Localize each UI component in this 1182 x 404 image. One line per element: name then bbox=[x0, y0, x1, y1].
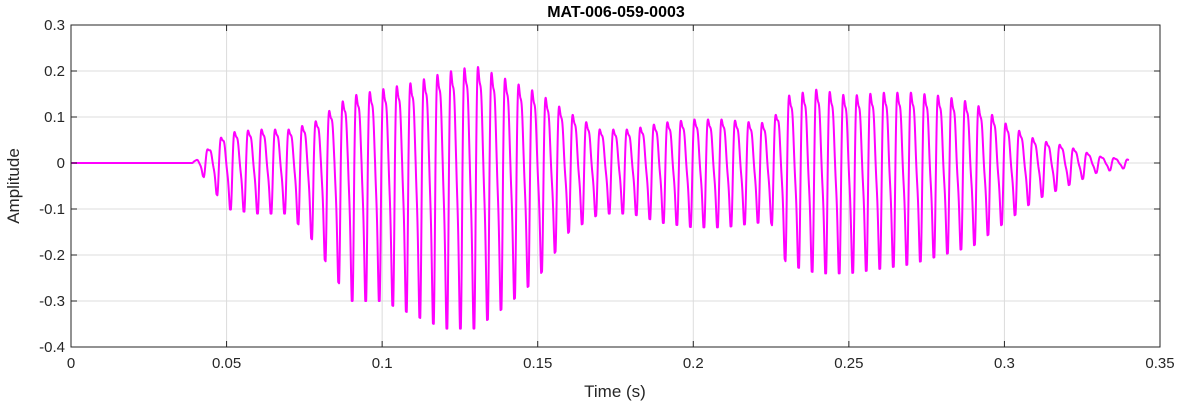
x-axis-ticks: 0 0.05 0.1 0.15 0.2 0.25 0.3 0.35 bbox=[67, 25, 1175, 372]
y-tick-label: 0.3 bbox=[44, 17, 65, 34]
y-tick-label: 0 bbox=[57, 155, 65, 172]
x-tick-label: 0.15 bbox=[523, 355, 552, 372]
chart-title: MAT-006-059-0003 bbox=[547, 4, 685, 21]
y-tick-label: -0.1 bbox=[39, 201, 65, 218]
x-tick-label: 0.05 bbox=[212, 355, 241, 372]
signal-line bbox=[71, 66, 1130, 330]
y-tick-label: 0.1 bbox=[44, 109, 65, 126]
x-tick-label: 0.3 bbox=[994, 355, 1015, 372]
y-tick-label: -0.4 bbox=[39, 339, 65, 356]
x-tick-label: 0.25 bbox=[834, 355, 863, 372]
y-tick-label: -0.3 bbox=[39, 293, 65, 310]
y-tick-label: 0.2 bbox=[44, 63, 65, 80]
signal-series bbox=[71, 66, 1130, 330]
plot-frame bbox=[70, 24, 1161, 348]
x-tick-label: 0.1 bbox=[372, 355, 393, 372]
y-axis-ticks: -0.4 -0.3 -0.2 -0.1 0 0.1 0.2 0.3 bbox=[39, 17, 1160, 356]
x-axis-label: Time (s) bbox=[584, 382, 646, 401]
y-axis-label: Amplitude bbox=[4, 148, 23, 224]
x-tick-label: 0 bbox=[67, 355, 75, 372]
plot-area bbox=[71, 25, 1160, 347]
y-tick-label: -0.2 bbox=[39, 247, 65, 264]
x-tick-label: 0.2 bbox=[683, 355, 704, 372]
x-tick-label: 0.35 bbox=[1145, 355, 1174, 372]
